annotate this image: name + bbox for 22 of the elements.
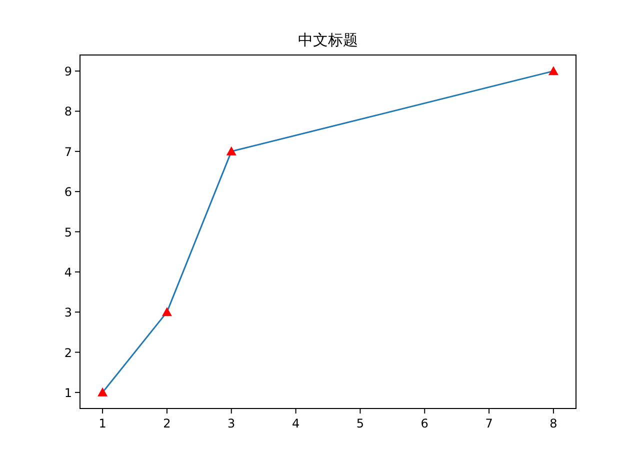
y-tick-label: 3 [64,306,72,320]
x-tick-label: 7 [485,416,493,430]
y-tick-label: 4 [64,265,72,280]
chart-title: 中文标题 [298,31,358,49]
point [548,66,558,76]
x-tick-label: 5 [356,416,364,430]
x-tick-label: 6 [420,416,428,430]
point [98,387,108,396]
point [162,307,172,316]
y-tick-label: 5 [64,225,72,240]
y-tick-label: 6 [64,185,72,200]
x-tick-label: 2 [163,416,171,430]
y-tick-label: 8 [64,104,72,119]
x-tick-label: 3 [228,416,236,430]
y-tick-label: 7 [64,144,72,159]
point [226,146,236,156]
y-tick-label: 2 [64,346,72,360]
x-tick-label: 8 [550,416,558,430]
x-tick-label: 4 [292,416,300,430]
y-tick-label: 9 [64,64,72,79]
y-tick-label: 1 [64,386,72,400]
x-tick-label: 1 [98,416,106,430]
